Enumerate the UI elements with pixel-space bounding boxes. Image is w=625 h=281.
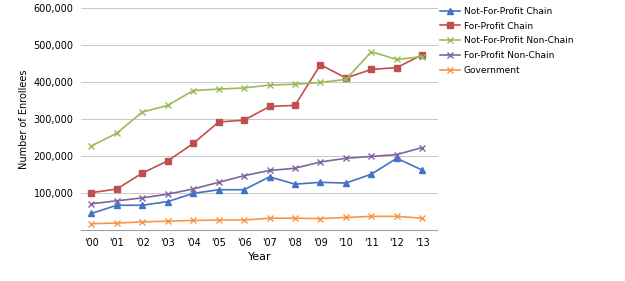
Line: Government: Government [88,213,426,227]
For-Profit Chain [368,68,375,71]
Line: Not-For-Profit Non-Chain: Not-For-Profit Non-Chain [88,48,426,149]
For-Profit Non-Chain [189,187,197,191]
For-Profit Chain [266,105,273,108]
For-Profit Non-Chain [368,155,375,158]
For-Profit Chain [113,187,121,191]
For-Profit Chain [241,119,248,122]
Government [241,218,248,222]
Not-For-Profit Chain [342,181,349,185]
Government [368,215,375,218]
Not-For-Profit Non-Chain [393,58,401,61]
Not-For-Profit Non-Chain [215,87,222,91]
Not-For-Profit Chain [266,175,273,178]
Government [164,219,171,223]
For-Profit Non-Chain [88,202,95,205]
Government [113,221,121,225]
For-Profit Chain [419,53,426,56]
Government [215,218,222,222]
For-Profit Non-Chain [393,153,401,156]
Not-For-Profit Chain [241,188,248,191]
For-Profit Chain [215,120,222,124]
Not-For-Profit Non-Chain [342,78,349,81]
Not-For-Profit Chain [189,192,197,195]
Not-For-Profit Chain [291,182,299,186]
For-Profit Non-Chain [164,192,171,196]
Line: For-Profit Chain: For-Profit Chain [89,52,425,196]
Not-For-Profit Chain [113,203,121,207]
For-Profit Chain [164,159,171,162]
For-Profit Non-Chain [266,169,273,172]
Government [266,217,273,220]
For-Profit Non-Chain [317,160,324,164]
For-Profit Non-Chain [342,157,349,160]
Not-For-Profit Non-Chain [419,55,426,58]
For-Profit Non-Chain [241,174,248,177]
For-Profit Chain [189,142,197,145]
Not-For-Profit Chain [393,157,401,160]
For-Profit Chain [88,191,95,194]
Not-For-Profit Non-Chain [266,83,273,87]
Not-For-Profit Chain [419,168,426,172]
Not-For-Profit Non-Chain [241,86,248,90]
Government [88,222,95,225]
Government [317,217,324,220]
Not-For-Profit Chain [164,200,171,203]
Not-For-Profit Chain [317,181,324,184]
Line: Not-For-Profit Chain: Not-For-Profit Chain [89,155,425,216]
Government [139,220,146,224]
For-Profit Chain [317,63,324,66]
Not-For-Profit Chain [88,212,95,215]
Not-For-Profit Non-Chain [164,104,171,107]
Government [342,216,349,219]
For-Profit Non-Chain [215,181,222,184]
For-Profit Chain [291,104,299,107]
For-Profit Chain [393,66,401,69]
Not-For-Profit Chain [215,188,222,191]
For-Profit Chain [342,76,349,80]
Not-For-Profit Non-Chain [189,89,197,92]
Not-For-Profit Non-Chain [113,132,121,135]
Government [189,219,197,222]
Not-For-Profit Chain [139,203,146,207]
X-axis label: Year: Year [248,252,271,262]
For-Profit Non-Chain [139,196,146,200]
Government [419,217,426,220]
Legend: Not-For-Profit Chain, For-Profit Chain, Not-For-Profit Non-Chain, For-Profit Non: Not-For-Profit Chain, For-Profit Chain, … [438,4,576,78]
Not-For-Profit Non-Chain [139,110,146,114]
Government [291,217,299,220]
Line: For-Profit Non-Chain: For-Profit Non-Chain [88,144,426,207]
Y-axis label: Number of Enrollees: Number of Enrollees [19,70,29,169]
For-Profit Non-Chain [113,199,121,203]
For-Profit Non-Chain [291,167,299,170]
For-Profit Non-Chain [419,146,426,149]
Not-For-Profit Non-Chain [368,50,375,53]
Not-For-Profit Non-Chain [291,83,299,86]
Not-For-Profit Non-Chain [88,144,95,148]
For-Profit Chain [139,171,146,175]
Government [393,215,401,218]
Not-For-Profit Non-Chain [317,81,324,84]
Not-For-Profit Chain [368,173,375,176]
